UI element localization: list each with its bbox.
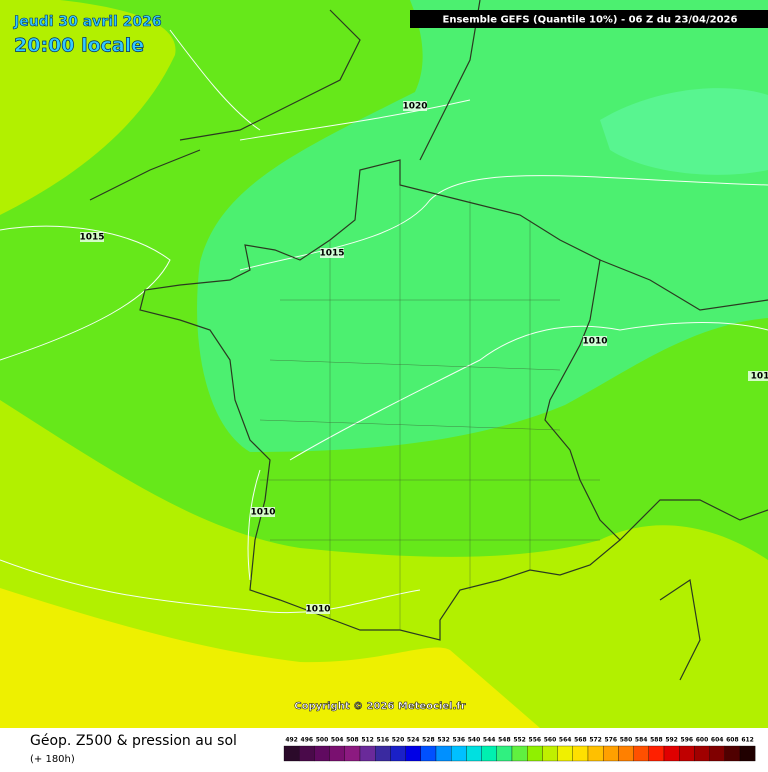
isobar-label-bg bbox=[80, 232, 104, 242]
isobar-label: 101 bbox=[751, 372, 768, 382]
scale-swatch bbox=[359, 745, 376, 762]
scale-swatch bbox=[329, 745, 345, 762]
scale-label: 568 bbox=[574, 737, 587, 744]
scale-label: 508 bbox=[346, 737, 359, 744]
footer-title: Géop. Z500 & pression au sol bbox=[30, 733, 237, 749]
scale-swatch bbox=[299, 745, 315, 762]
isobar-label-bg bbox=[403, 101, 427, 111]
scale-swatch bbox=[283, 745, 300, 762]
scale-swatch bbox=[694, 745, 710, 762]
scale-label: 536 bbox=[453, 737, 466, 744]
scale-swatch bbox=[511, 745, 528, 762]
time: 20:00 locale bbox=[14, 35, 144, 57]
scale-label: 516 bbox=[377, 737, 390, 744]
scale-swatch bbox=[724, 745, 741, 762]
scale-label: 520 bbox=[392, 737, 405, 744]
scale-label: 496 bbox=[301, 737, 314, 744]
scale-swatch bbox=[435, 745, 452, 762]
scale-label: 552 bbox=[513, 737, 526, 744]
isobar bbox=[247, 469, 261, 581]
scale-label: 540 bbox=[468, 737, 481, 744]
isobar-label: 1015 bbox=[319, 249, 344, 259]
scale-label: 592 bbox=[665, 737, 678, 744]
scale-label: 604 bbox=[711, 737, 724, 744]
scale-swatch bbox=[587, 745, 604, 762]
run-info: Ensemble GEFS (Quantile 10%) - 06 Z du 2… bbox=[443, 15, 738, 26]
isobar bbox=[239, 99, 471, 141]
scale-label: 492 bbox=[285, 737, 298, 744]
scale-label: 584 bbox=[635, 737, 648, 744]
isobar-label: 1020 bbox=[402, 102, 427, 112]
isobar-label-bg bbox=[748, 371, 768, 381]
scale-label: 548 bbox=[498, 737, 511, 744]
footer-lead: (+ 180h) bbox=[30, 754, 75, 765]
scale-swatch bbox=[663, 745, 680, 762]
scale-swatch bbox=[496, 745, 513, 762]
map bbox=[0, 0, 768, 728]
scale-label: 524 bbox=[407, 737, 420, 744]
scale-label: 564 bbox=[559, 737, 572, 744]
scale-swatch bbox=[344, 745, 361, 762]
scale-swatch bbox=[527, 745, 543, 762]
field-teal bbox=[600, 88, 768, 175]
scale-label: 576 bbox=[605, 737, 618, 744]
scale-label: 588 bbox=[650, 737, 663, 744]
scale-label: 544 bbox=[483, 737, 496, 744]
scale-label: 580 bbox=[620, 737, 633, 744]
scale-swatch bbox=[603, 745, 619, 762]
date: Jeudi 30 avril 2026 bbox=[13, 14, 162, 30]
scale-swatch bbox=[709, 745, 725, 762]
scale-label: 504 bbox=[331, 737, 344, 744]
isobar-label: 1015 bbox=[79, 233, 104, 243]
scale-swatch bbox=[405, 745, 421, 762]
scale-label: 572 bbox=[589, 737, 602, 744]
scale-swatch bbox=[466, 745, 482, 762]
isobar-label-bg bbox=[320, 248, 344, 258]
isobar-label-bg bbox=[306, 604, 330, 614]
scale-label: 528 bbox=[422, 737, 435, 744]
scale-label: 600 bbox=[696, 737, 709, 744]
scale-swatch bbox=[390, 745, 406, 762]
scale-label: 556 bbox=[529, 737, 542, 744]
scale-label: 532 bbox=[437, 737, 450, 744]
isobar-label-bg bbox=[583, 336, 607, 346]
coastlines bbox=[89, 0, 768, 681]
isobar bbox=[0, 559, 421, 614]
scale-swatch bbox=[633, 745, 649, 762]
isobar bbox=[289, 322, 768, 461]
scale-swatch bbox=[648, 745, 665, 762]
scale-swatch bbox=[542, 745, 558, 762]
scale-swatch bbox=[557, 745, 573, 762]
scale-label: 596 bbox=[681, 737, 694, 744]
isobar bbox=[169, 29, 261, 131]
scale-swatch bbox=[618, 745, 634, 762]
department-borders bbox=[259, 180, 600, 630]
isobar bbox=[0, 225, 171, 361]
scale-label: 500 bbox=[316, 737, 329, 744]
isobar-label: 1010 bbox=[305, 605, 330, 615]
scale-label: 608 bbox=[726, 737, 739, 744]
scale-swatch bbox=[739, 745, 756, 762]
scale-swatch bbox=[375, 745, 391, 762]
isobar-label: 1010 bbox=[582, 337, 607, 347]
scale-swatch bbox=[451, 745, 467, 762]
france-border bbox=[139, 159, 621, 641]
scale-label: 612 bbox=[741, 737, 754, 744]
field-yellow bbox=[0, 588, 540, 728]
scale-swatch bbox=[679, 745, 695, 762]
scale-label: 512 bbox=[361, 737, 374, 744]
isobar-label: 1010 bbox=[250, 508, 275, 518]
scale-label: 560 bbox=[544, 737, 557, 744]
run-banner bbox=[410, 10, 768, 28]
scale-swatch bbox=[572, 745, 589, 762]
scale-swatch bbox=[314, 745, 330, 762]
isobar-label-bg bbox=[251, 507, 275, 517]
scale-swatch bbox=[481, 745, 497, 762]
scale-swatch bbox=[420, 745, 437, 762]
copyright: Copyright © 2026 Meteociel.fr bbox=[294, 701, 465, 712]
